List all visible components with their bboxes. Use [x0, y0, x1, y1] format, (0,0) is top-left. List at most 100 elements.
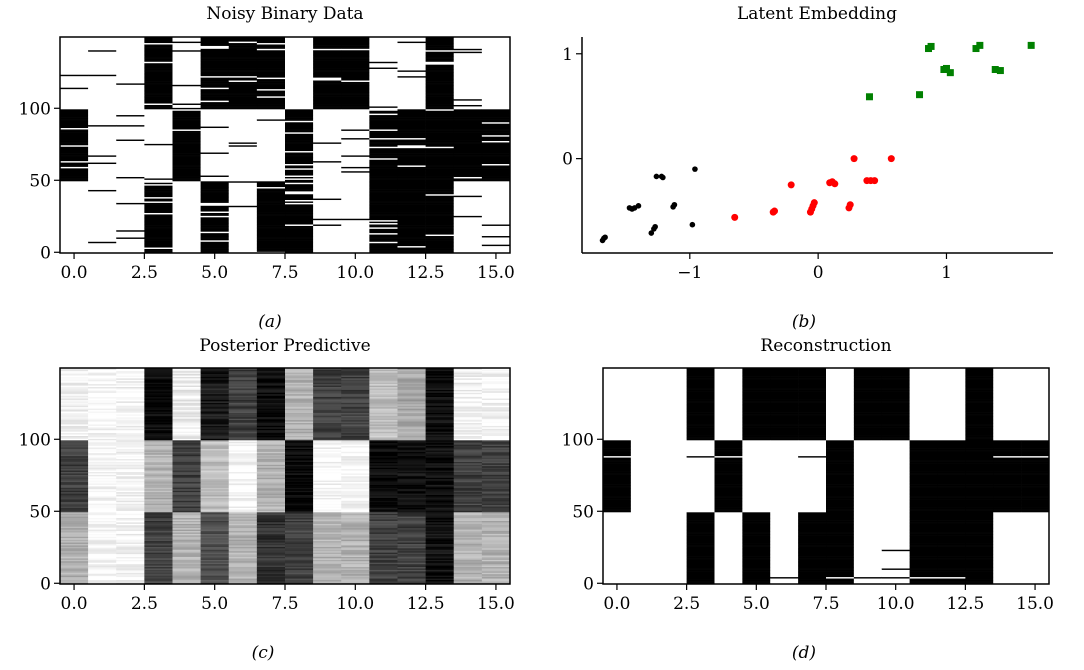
heatmap-cell [172, 507, 201, 510]
heatmap-cell [172, 578, 201, 580]
heatmap-cell [453, 581, 483, 583]
heatmap-cell [172, 84, 201, 87]
heatmap-cell [116, 499, 145, 501]
heatmap-cell [425, 470, 455, 472]
heatmap-cell [453, 579, 483, 582]
heatmap-cell [313, 48, 342, 51]
heatmap-cell [313, 78, 342, 81]
heatmap-cell [453, 429, 483, 432]
heatmap-cell [172, 412, 201, 415]
scatter-point [850, 155, 858, 163]
heatmap-cell [256, 560, 286, 563]
heatmap-cell [116, 94, 145, 97]
heatmap-cell [369, 147, 398, 150]
heatmap-cell [453, 133, 483, 136]
heatmap-cell [144, 140, 173, 143]
heatmap-cell [425, 172, 455, 175]
heatmap-cell [256, 491, 286, 494]
heatmap-cell [603, 563, 632, 566]
heatmap-cell [60, 510, 89, 513]
heatmap-cell [285, 193, 314, 196]
heatmap-cell [481, 166, 511, 169]
heatmap-cell [341, 496, 370, 498]
heatmap-cell [603, 487, 632, 490]
heatmap-cell [369, 370, 398, 373]
heatmap-cell [116, 568, 145, 570]
heatmap-cell [60, 106, 89, 108]
heatmap-cell [88, 578, 117, 580]
heatmap-cell [172, 497, 201, 500]
heatmap-cell [341, 81, 370, 84]
heatmap-cell [341, 185, 370, 188]
heatmap-cell [228, 378, 258, 380]
heatmap-cell [313, 159, 342, 162]
heatmap-cell [172, 406, 201, 409]
heatmap-cell [425, 412, 455, 415]
heatmap-cell [200, 219, 230, 222]
heatmap-cell [285, 199, 314, 202]
heatmap-cell [144, 568, 173, 570]
heatmap-cell [397, 84, 426, 87]
heatmap-cell [256, 476, 286, 478]
heatmap-cell [116, 145, 145, 147]
heatmap-cell [453, 576, 483, 579]
heatmap-cell [453, 578, 483, 580]
heatmap-cell [88, 94, 117, 97]
heatmap-cell [144, 212, 173, 215]
heatmap-cell [172, 191, 201, 193]
heatmap-cell [341, 62, 370, 65]
heatmap-cell [341, 227, 370, 229]
heatmap-cell [425, 71, 455, 74]
heatmap-cell [341, 199, 370, 202]
heatmap-cell [369, 192, 398, 195]
heatmap-cell [453, 519, 483, 521]
heatmap-cell [369, 539, 398, 542]
heatmap-cell [453, 401, 483, 403]
heatmap-cell [88, 109, 117, 111]
heatmap-cell [425, 494, 455, 497]
heatmap-cell [172, 395, 201, 398]
heatmap-cell [453, 409, 483, 412]
heatmap-cell [397, 186, 426, 189]
heatmap-cell [200, 527, 230, 530]
heatmap-cell [341, 234, 370, 237]
heatmap-cell [172, 513, 201, 516]
heatmap-cell [341, 517, 370, 520]
heatmap-cell [60, 553, 89, 556]
heatmap-cell [60, 114, 89, 117]
heatmap-cell [341, 64, 370, 67]
heatmap-cell [425, 68, 455, 71]
heatmap-cell [425, 560, 455, 563]
heatmap-cell [453, 73, 483, 75]
heatmap-cell [88, 375, 117, 377]
heatmap-cell [425, 109, 455, 111]
heatmap-cell [285, 465, 314, 468]
heatmap-cell [60, 240, 89, 242]
heatmap-cell [425, 409, 455, 412]
heatmap-cell [256, 227, 286, 229]
heatmap-cell [313, 117, 342, 120]
heatmap-cell [397, 491, 426, 494]
heatmap-cell [285, 71, 314, 74]
heatmap-cell [397, 578, 426, 580]
heatmap-cell [228, 80, 258, 82]
heatmap-cell [172, 107, 201, 110]
heatmap-cell [116, 205, 145, 208]
heatmap-cell [116, 471, 145, 474]
heatmap-cell [88, 451, 117, 454]
heatmap-cell [313, 218, 342, 221]
heatmap-cell [453, 229, 483, 232]
heatmap-cell [397, 512, 426, 514]
heatmap-cell [200, 568, 230, 570]
heatmap-cell [172, 143, 201, 146]
heatmap-cell [88, 209, 117, 212]
heatmap-cell [397, 425, 426, 428]
heatmap-cell [228, 245, 258, 248]
heatmap-cell [481, 553, 511, 556]
heatmap-cell [425, 41, 455, 44]
heatmap-cell [453, 388, 483, 390]
heatmap-cell [172, 211, 201, 213]
heatmap-cell [481, 523, 511, 526]
heatmap-cell [313, 440, 342, 442]
heatmap-cell [285, 139, 314, 141]
